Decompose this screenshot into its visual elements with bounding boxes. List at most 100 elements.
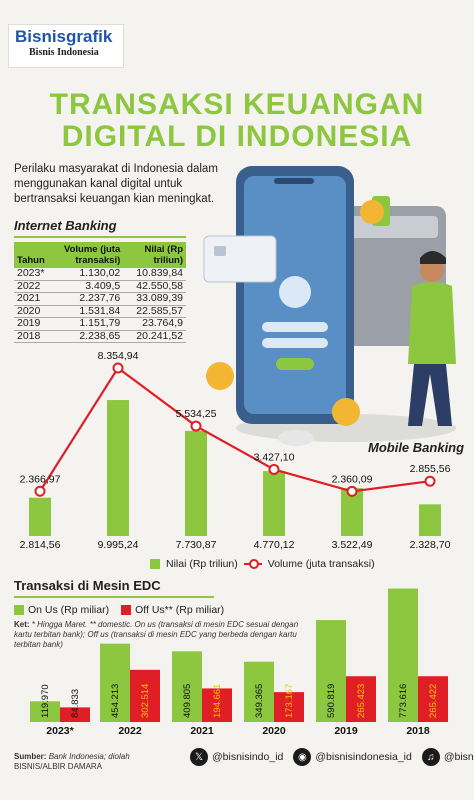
point-volume	[268, 463, 280, 475]
line-volume	[39, 366, 431, 493]
bar-nilai	[107, 400, 129, 536]
cell-year: 2018	[14, 330, 48, 343]
table-row: 2022 3.409,5 42.550,58	[14, 280, 186, 293]
cell-year: 2021	[14, 292, 48, 306]
cell-year: 2022	[14, 280, 48, 293]
table-header-row: Tahun Volume (juta transaksi) Nilai (Rp …	[14, 242, 186, 268]
card-chip	[214, 246, 226, 256]
edc-note: Ket: * Hingga Maret. ** domestic. On us …	[14, 620, 304, 650]
bar-nilai	[29, 497, 51, 536]
credit-text: BISNIS/ALBIR DAMARA	[14, 762, 103, 771]
bar-label-on-us: 773.616	[398, 684, 409, 718]
col-header-year: Tahun	[14, 242, 48, 268]
cell-year: 2023*	[14, 267, 48, 281]
mobile-banking-legend: Nilai (Rp triliun) Volume (juta transaks…	[150, 558, 375, 570]
handle-twitter[interactable]: @bisnisindo_id	[212, 751, 284, 763]
point-label-volume: 2.366,97	[20, 473, 61, 485]
cell-volume: 2.238,65	[47, 330, 124, 343]
title-line-1: TRANSAKSI KEUANGAN	[49, 88, 425, 121]
social-handles: 𝕏 @bisnisindo_id ◉ @bisnisindonesia_id ♫…	[184, 748, 474, 766]
cell-volume: 2.237,76	[47, 292, 124, 306]
cell-value: 22.585,57	[123, 305, 186, 318]
category-label: 2021	[190, 725, 214, 737]
point-volume	[346, 485, 358, 497]
bar-on-us	[244, 661, 274, 722]
col-header-value: Nilai (Rp triliun)	[123, 242, 186, 268]
cell-value: 10.839,84	[123, 267, 186, 281]
table-row: 2023* 1.130,02 10.839,84	[14, 267, 186, 281]
bar-label-nilai: 7.730,87	[176, 539, 217, 551]
logo-main: Bisnisgrafik	[15, 27, 113, 46]
bar-on-us	[316, 620, 346, 722]
legend-label-on-us: On Us (Rp miliar)	[28, 604, 110, 616]
bar-label-off-us: 173.167	[284, 684, 295, 718]
mobile-banking-label: Mobile Banking	[368, 440, 465, 455]
twitter-icon: 𝕏	[190, 748, 208, 766]
source-text: Bank Indonesia; diolah	[48, 752, 130, 761]
bar-on-us	[30, 701, 60, 722]
cell-year: 2019	[14, 317, 48, 331]
bar-label-on-us: 454.213	[110, 684, 121, 718]
title-line-2: DIGITAL DI INDONESIA	[61, 120, 413, 153]
note-label: Ket:	[14, 620, 30, 629]
cell-volume: 3.409,5	[47, 280, 124, 293]
logo-sub: Bisnis Indonesia	[29, 47, 99, 58]
coin-icon	[206, 362, 234, 390]
bar-label-on-us: 119.970	[40, 684, 51, 718]
bar-label-nilai: 2.328,70	[410, 539, 451, 551]
bar-nilai	[419, 504, 441, 536]
table-row: 2019 1.151,79 23.764,9	[14, 317, 186, 331]
point-label-volume: 3.427,10	[254, 451, 295, 463]
source-label: Sumber:	[14, 752, 47, 761]
screen-field-1	[262, 322, 328, 332]
person-hair	[420, 251, 446, 264]
bar-label-on-us: 349.365	[254, 684, 265, 718]
col-header-volume: Volume (juta transaksi)	[47, 242, 124, 268]
legend-label-bar: Nilai (Rp triliun)	[166, 558, 238, 570]
coin-icon	[332, 398, 360, 426]
cell-volume: 1.130,02	[47, 267, 124, 281]
bar-label-off-us: 194.661	[212, 684, 223, 718]
legend-label-line: Volume (juta transaksi)	[267, 558, 375, 570]
handle-instagram[interactable]: @bisnisindonesia_id	[315, 751, 412, 763]
instagram-icon: ◉	[293, 748, 312, 766]
internet-banking-heading: Internet Banking	[14, 218, 186, 238]
bar-nilai	[263, 471, 285, 536]
bar-label-off-us: 302.514	[140, 684, 151, 718]
legend-swatch-off-us	[121, 605, 132, 615]
bar-on-us	[100, 643, 130, 722]
edc-legend: On Us (Rp miliar) Off Us** (Rp miliar)	[14, 604, 224, 616]
handle-tiktok[interactable]: @bisnis.indonesia	[443, 751, 474, 763]
cell-volume: 1.531,84	[47, 305, 124, 318]
coin-icon	[360, 200, 384, 224]
category-label: 2019	[334, 725, 358, 737]
cell-year: 2020	[14, 305, 48, 318]
phone-wallet-illustration	[203, 166, 456, 446]
person-shirt-icon	[408, 282, 456, 364]
bar-label-off-us: 84.833	[70, 689, 81, 718]
table-row: 2021 2.237,76 33.089,39	[14, 292, 186, 306]
category-label: 2018	[406, 725, 430, 737]
bar-label-off-us: 265.422	[428, 684, 439, 718]
legend-swatch-line	[243, 559, 262, 569]
point-label-volume: 5.534,25	[176, 408, 217, 420]
source-block: Sumber: Bank Indonesia; diolah BISNIS/AL…	[14, 752, 130, 772]
point-volume	[34, 485, 46, 497]
bar-off-us	[346, 676, 376, 722]
bar-off-us	[130, 669, 160, 722]
cell-value: 42.550,58	[123, 280, 186, 293]
point-label-volume: 2.360,09	[332, 473, 373, 485]
internet-banking-table: Tahun Volume (juta transaksi) Nilai (Rp …	[14, 242, 186, 343]
category-label: 2022	[118, 725, 142, 737]
point-volume	[190, 420, 202, 432]
edc-heading: Transaksi di Mesin EDC	[14, 578, 214, 598]
point-volume	[424, 475, 436, 487]
bar-label-on-us: 409.805	[182, 684, 193, 718]
category-label: 2023*	[46, 725, 74, 737]
point-label-volume: 8.354,94	[98, 350, 139, 362]
bar-label-nilai: 9.995,24	[98, 539, 139, 551]
point-volume	[112, 362, 124, 374]
bar-off-us	[60, 707, 90, 722]
bar-label-nilai: 4.770,12	[254, 539, 295, 551]
bar-label-nilai: 3.522,49	[332, 539, 373, 551]
